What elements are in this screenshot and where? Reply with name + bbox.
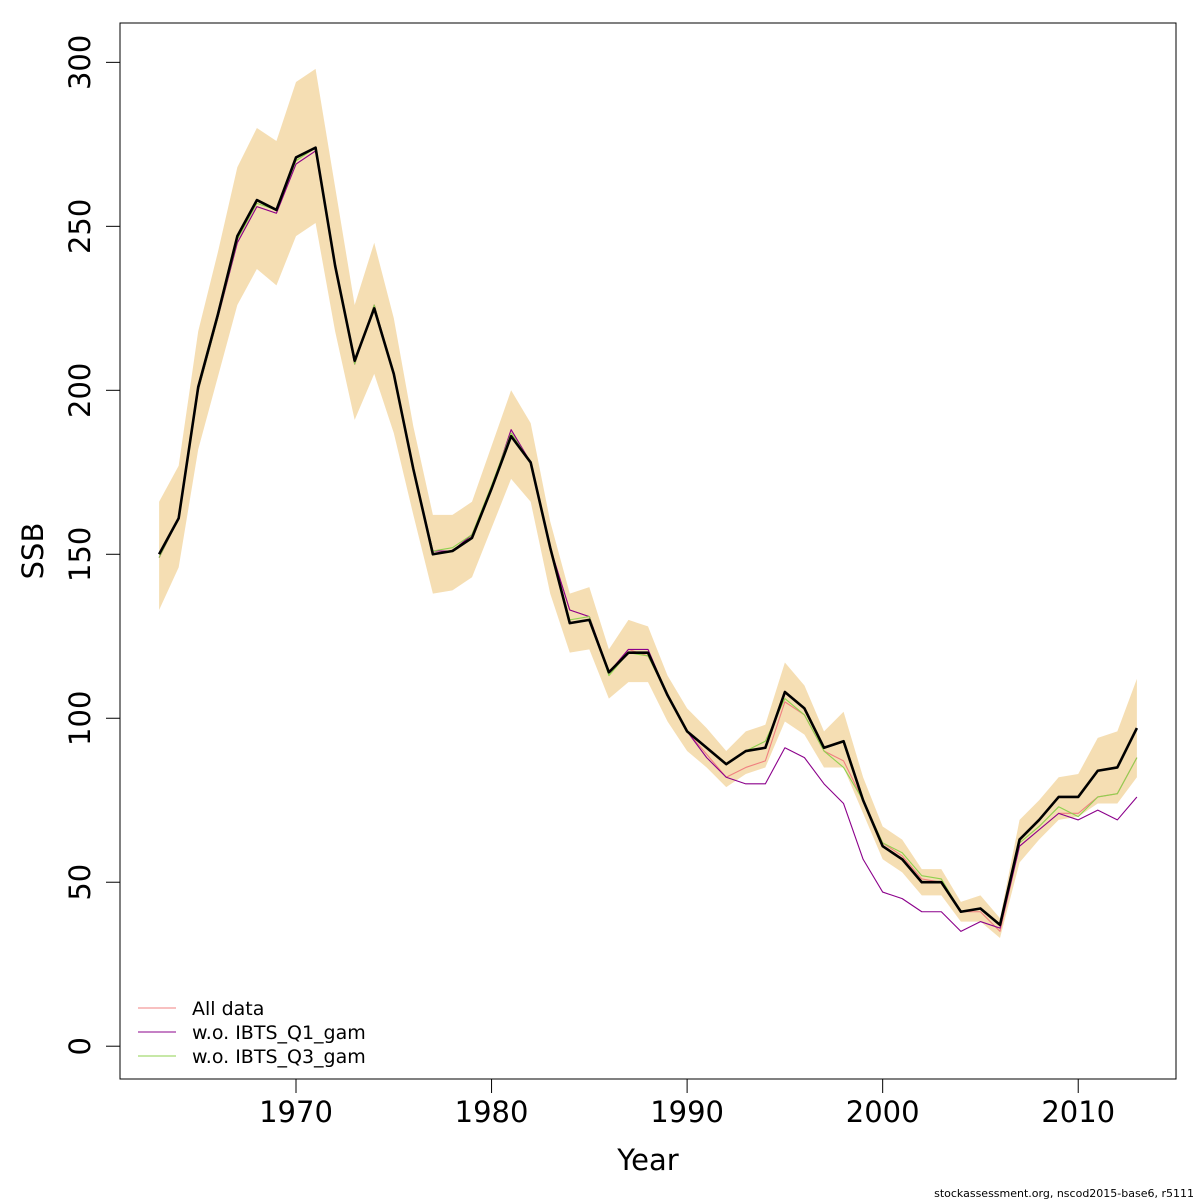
x-tick-label: 2000 <box>846 1095 920 1129</box>
x-tick-label: 2010 <box>1041 1095 1115 1129</box>
legend-label: All data <box>192 998 264 1020</box>
y-axis: 0 50 100 150 200 250 300 <box>63 35 121 1055</box>
series-line-1 <box>158 150 1138 932</box>
x-tick-label: 1970 <box>259 1095 333 1129</box>
confidence-band <box>159 68 1137 938</box>
credit-note: stockassessment.org, nscod2015-base6, r5… <box>934 1187 1194 1200</box>
y-axis-title: SSB <box>16 523 50 580</box>
y-tick-label: 200 <box>63 363 97 418</box>
x-axis: 1970 1980 1990 2000 2010 <box>259 1078 1115 1129</box>
y-tick-label: 150 <box>63 527 97 582</box>
series-line-3 <box>158 147 1138 926</box>
y-tick-label: 300 <box>63 35 97 90</box>
legend-label: w.o. IBTS_Q3_gam <box>192 1046 366 1068</box>
band-layer <box>159 68 1137 938</box>
y-tick-label: 50 <box>63 864 97 901</box>
series-line-2 <box>158 150 1138 932</box>
series-line-main-estimate <box>157 146 1139 927</box>
y-tick-label: 0 <box>63 1037 97 1055</box>
y-tick-label: 100 <box>63 691 97 746</box>
x-tick-label: 1980 <box>455 1095 529 1129</box>
plot-area <box>157 68 1139 938</box>
x-axis-title: Year <box>616 1143 678 1177</box>
x-tick-label: 1990 <box>650 1095 724 1129</box>
y-tick-label: 250 <box>63 199 97 254</box>
series-layer <box>157 146 1139 932</box>
legend-label: w.o. IBTS_Q1_gam <box>192 1022 366 1044</box>
